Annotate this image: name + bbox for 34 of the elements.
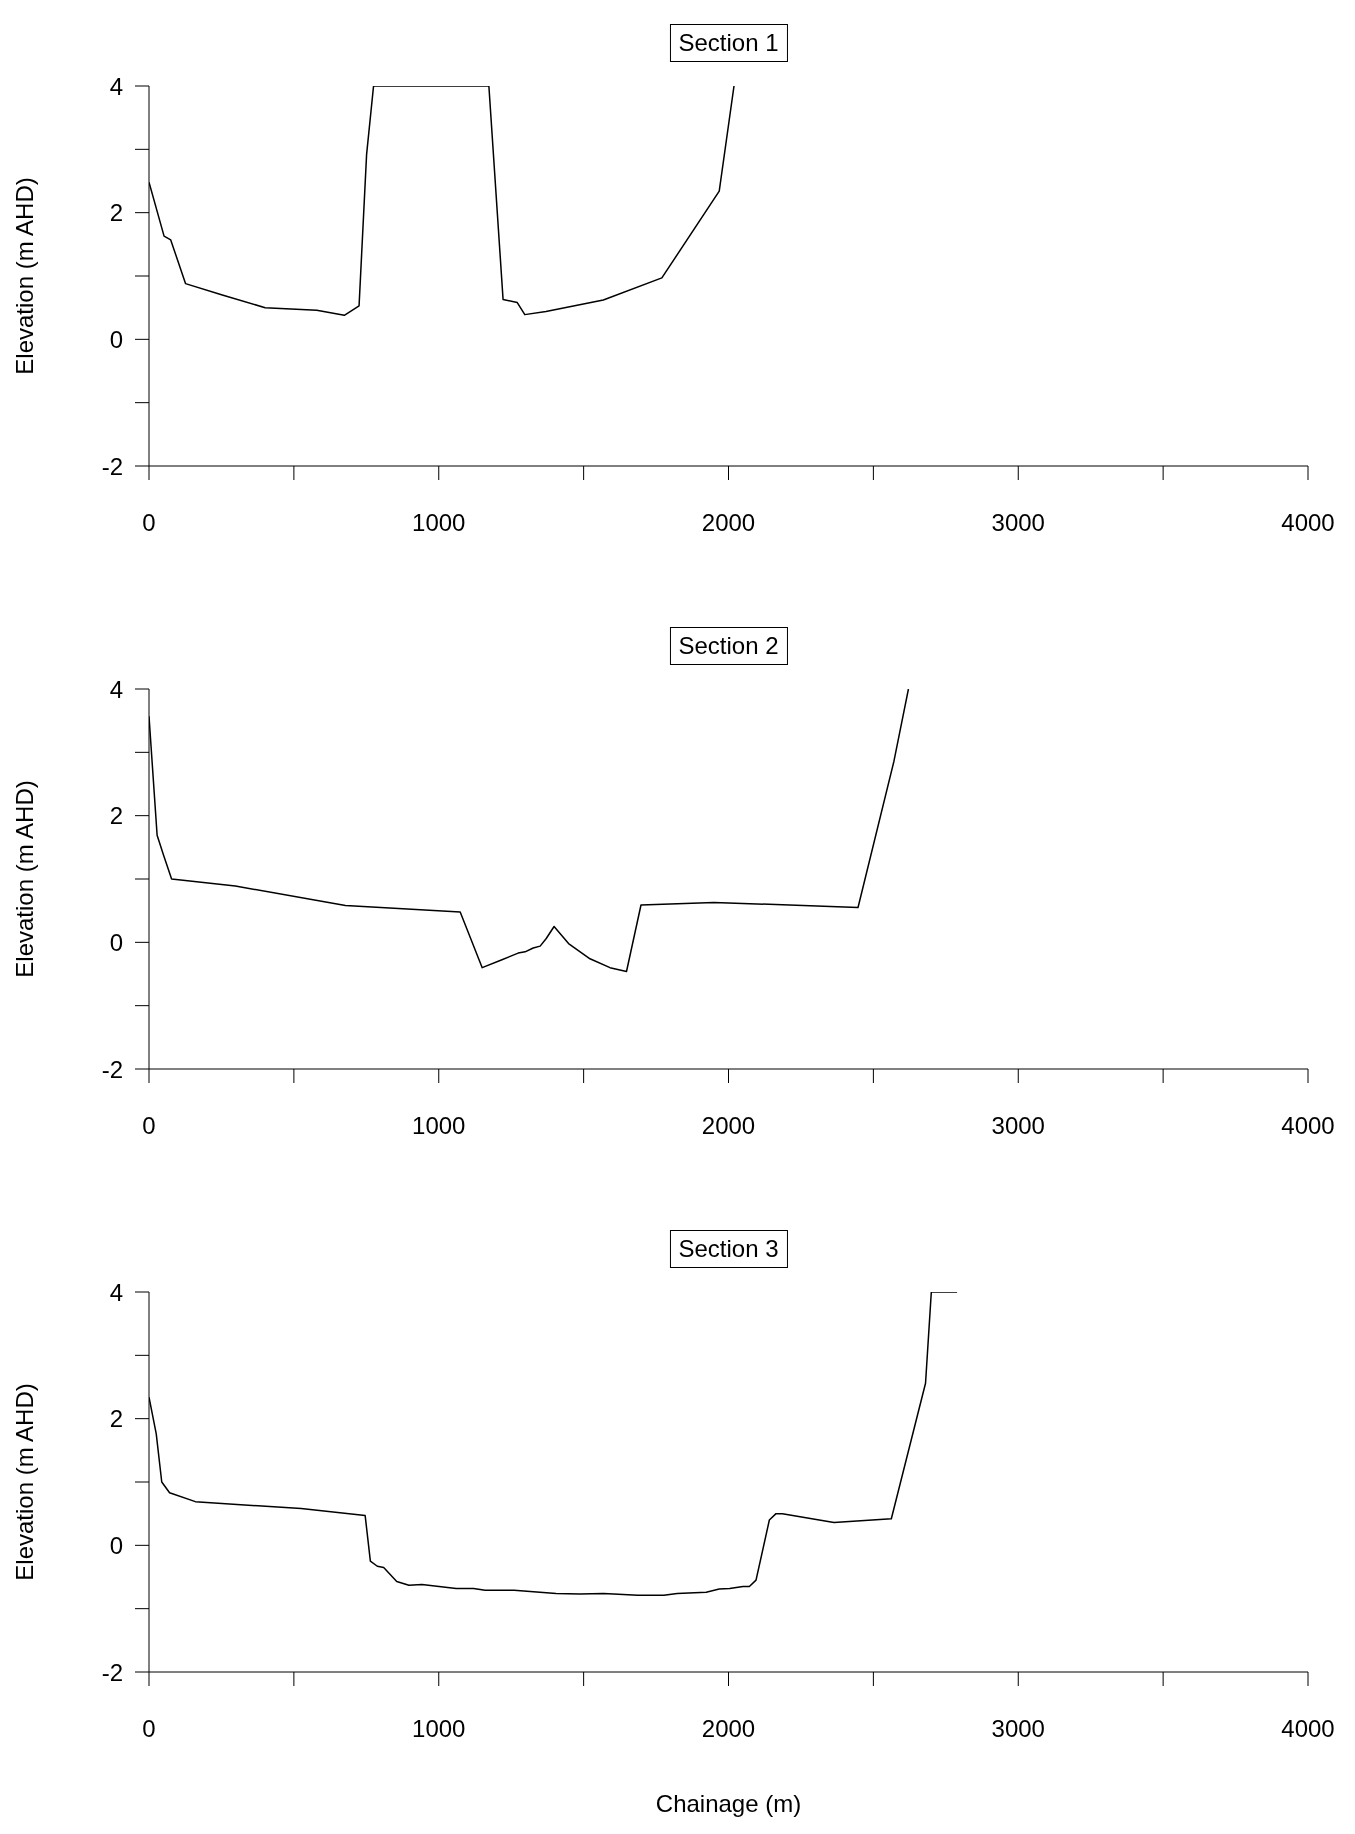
y-tick-label: 0 [109,325,123,353]
x-tick-label: 4000 [1281,1112,1335,1140]
y-axis-title: Elevation (m AHD) [10,780,38,978]
x-tick-label: 1000 [412,1112,466,1140]
y-tick-label: 2 [109,802,123,830]
y-tick-label: -2 [101,1658,123,1686]
x-axis-title: Chainage (m) [655,1790,802,1817]
y-tick-label: 4 [109,1278,123,1306]
x-tick-label: 3000 [991,1715,1045,1743]
x-tick-label: 4000 [1281,1715,1335,1743]
y-axis-title: Elevation (m AHD) [10,1383,38,1581]
x-tick-label: 3000 [991,1112,1045,1140]
y-tick-label: 4 [109,72,123,100]
y-tick-label: 2 [109,1405,123,1433]
chart-title: Section 2 [669,627,788,665]
x-tick-label: 1000 [412,1715,466,1743]
x-tick-label: 0 [142,1112,156,1140]
y-tick-label: -2 [101,452,123,480]
x-tick-label: 4000 [1281,509,1335,537]
chart-title: Section 1 [669,24,788,62]
y-tick-label: -2 [101,1055,123,1083]
x-tick-label: 2000 [701,1715,756,1743]
x-tick-label: 1000 [412,509,466,537]
y-tick-label: 4 [109,675,123,703]
x-tick-label: 0 [142,509,156,537]
y-tick-label: 2 [109,199,123,227]
x-tick-label: 2000 [701,509,756,537]
chart-title: Section 3 [669,1230,788,1268]
y-tick-label: 0 [109,1531,123,1559]
x-tick-label: 0 [142,1715,156,1743]
x-tick-label: 2000 [701,1112,756,1140]
x-tick-label: 3000 [991,509,1045,537]
y-axis-title: Elevation (m AHD) [10,177,38,375]
y-tick-label: 0 [109,928,123,956]
